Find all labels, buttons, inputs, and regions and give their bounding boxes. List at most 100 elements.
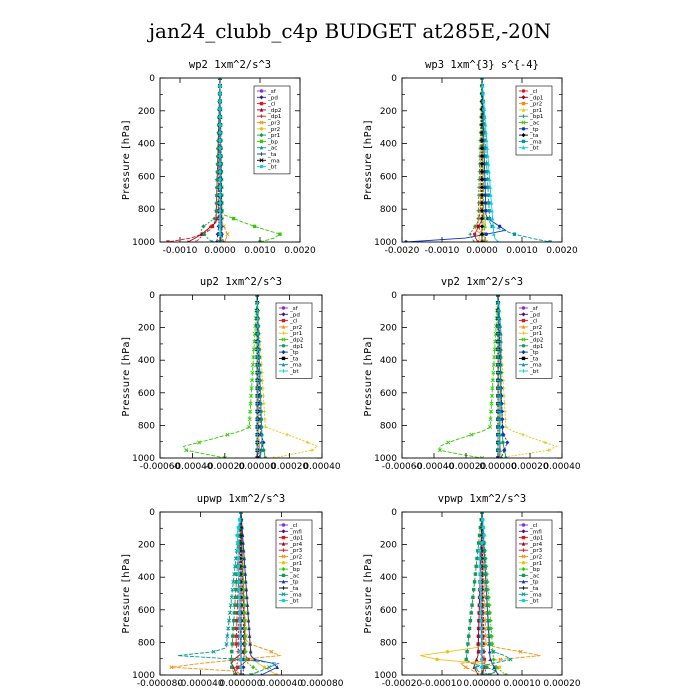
data-point [234, 642, 238, 646]
series-line [469, 78, 483, 242]
data-point [306, 440, 310, 445]
data-point [483, 618, 488, 623]
data-point [489, 409, 494, 414]
data-point [496, 448, 500, 452]
x-tick-label: 0.0010 [244, 246, 276, 256]
x-tick-label: 0.0020 [546, 246, 578, 256]
data-point [498, 424, 502, 429]
data-point [236, 665, 241, 669]
y-tick-label: 800 [380, 638, 397, 648]
x-tick-label: 0.00000 [463, 679, 500, 689]
series-line [200, 78, 221, 242]
legend-entry: _pr2 [529, 102, 542, 108]
x-tick-label: 0.000080 [301, 679, 344, 689]
data-point [485, 146, 490, 150]
data-point [251, 347, 256, 352]
legend-entry: _ta [289, 356, 298, 362]
series-bt [218, 78, 222, 242]
data-point [234, 587, 238, 592]
data-point [468, 232, 472, 236]
legend-entry: _pr2 [529, 325, 542, 331]
legend-marker [521, 586, 526, 590]
data-point [269, 649, 274, 654]
y-tick-label: 0 [391, 291, 397, 301]
series-line [256, 295, 264, 458]
data-point [487, 672, 493, 675]
data-point [471, 595, 475, 600]
legend-entry: _ta [529, 133, 538, 139]
data-point [259, 448, 263, 452]
legend-marker [281, 324, 286, 329]
data-point [499, 347, 503, 352]
data-point [246, 657, 250, 662]
data-point [255, 425, 259, 429]
legend-marker [521, 114, 526, 118]
y-tick-label: 600 [138, 606, 155, 616]
legend-entry: _bt [529, 369, 539, 375]
legend-entry: _pr1 [529, 331, 543, 337]
data-point [257, 401, 262, 406]
legend-marker [259, 145, 264, 150]
data-point [231, 634, 235, 638]
data-point [218, 177, 222, 182]
legend-marker [259, 139, 264, 144]
y-tick-label: 600 [380, 389, 397, 399]
data-point [209, 239, 215, 242]
legend-entry: _pr4 [289, 542, 303, 548]
legend-entry: _ma [289, 363, 302, 369]
series-line [236, 512, 242, 675]
data-point [496, 308, 500, 313]
y-tick-label: 600 [380, 606, 397, 616]
data-point [238, 626, 242, 631]
data-point [489, 193, 493, 197]
data-point [216, 216, 220, 221]
data-point [218, 193, 222, 197]
data-point [250, 378, 255, 383]
data-point [435, 657, 439, 662]
legend-entry: _ta [529, 586, 538, 592]
data-point [482, 548, 487, 553]
series-line [497, 295, 502, 458]
series-line [240, 512, 260, 675]
legend-entry: _pr1 [267, 133, 281, 139]
series-bt [255, 295, 259, 458]
legend-marker [281, 579, 286, 584]
data-point [255, 308, 259, 313]
legend-marker [521, 95, 526, 100]
data-point [474, 657, 479, 662]
data-point [218, 146, 222, 150]
legend-entry: _pd [529, 312, 540, 318]
data-point [255, 355, 259, 359]
y-tick-label: 1000 [374, 671, 397, 681]
legend-entry: _ta [529, 356, 538, 362]
legend-entry: _dp1 [529, 344, 544, 350]
data-point [248, 409, 253, 414]
data-point [485, 587, 491, 592]
data-point [194, 240, 198, 242]
data-point [479, 185, 485, 190]
legend-marker [521, 567, 526, 572]
data-point [492, 665, 496, 669]
data-point [258, 370, 262, 375]
data-point [473, 665, 478, 670]
y-tick-label: 0 [391, 74, 397, 84]
data-point [469, 611, 473, 615]
data-point [497, 239, 499, 242]
legend-marker [521, 344, 526, 348]
legend: _cl_mfl_dp1_pr4_pr3_pr2_pr1_bp_ac_tp_ta_… [515, 519, 553, 609]
data-point [263, 417, 267, 421]
data-point [499, 354, 503, 359]
data-point [229, 657, 233, 662]
data-point [218, 130, 222, 135]
legend-entry: _bt [529, 146, 539, 152]
data-point [490, 386, 495, 391]
data-point [512, 232, 517, 236]
legend-marker [521, 529, 526, 534]
data-point [227, 618, 232, 623]
data-point [483, 177, 487, 182]
legend-marker [259, 107, 264, 112]
data-point [218, 91, 222, 96]
data-point [201, 224, 206, 229]
data-point [479, 161, 485, 167]
